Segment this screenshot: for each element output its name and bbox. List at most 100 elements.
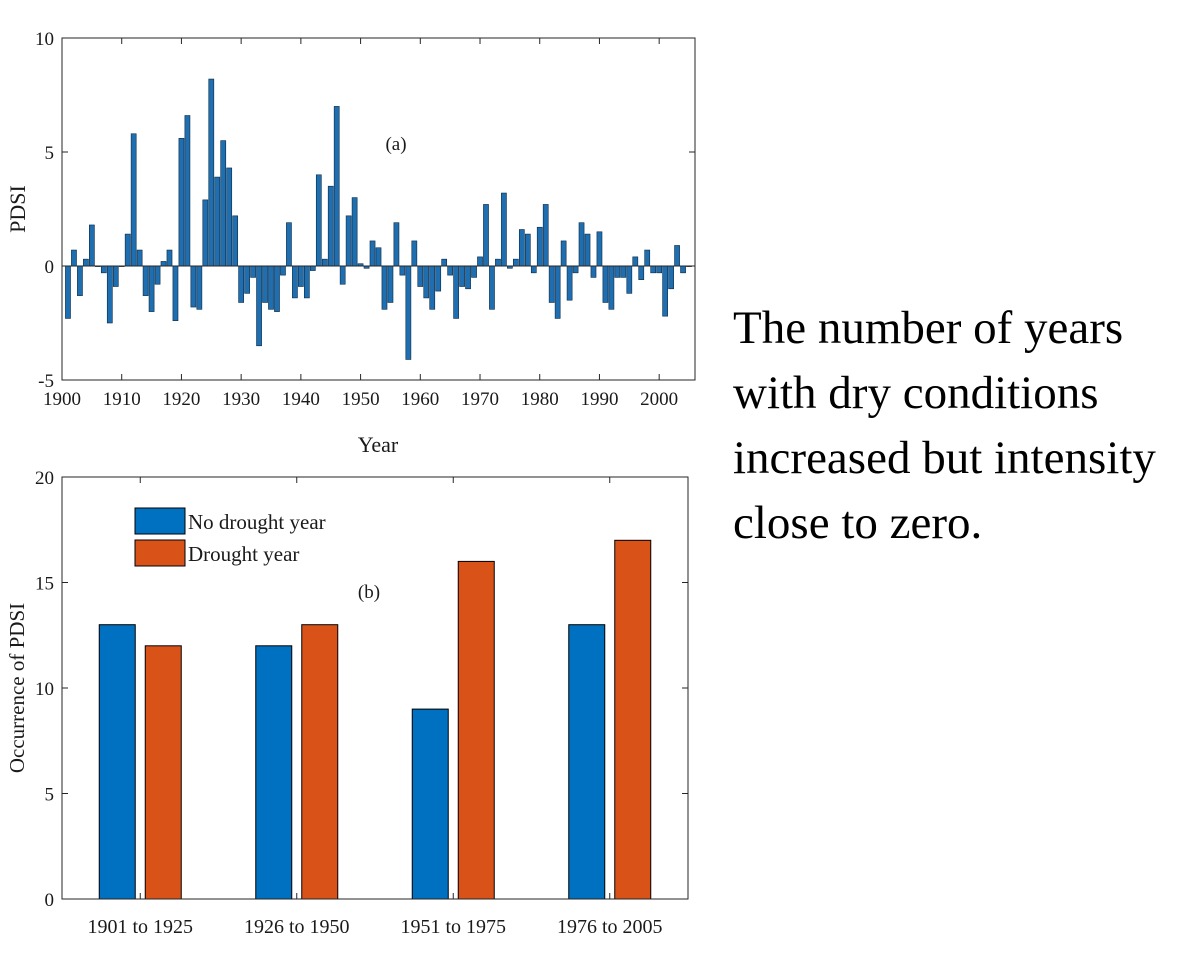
occurrence-bar-no-drought-1 xyxy=(98,624,136,900)
pdsi-x-tick-label-1930: 1930 xyxy=(222,389,260,410)
pdsi-x-tick-label-1980: 1980 xyxy=(521,389,559,410)
legend-label-drought: Drought year xyxy=(188,542,299,566)
pdsi-bar-1946 xyxy=(333,106,340,267)
pdsi-bar-1993 xyxy=(614,265,621,278)
pdsi-bar-1990 xyxy=(596,231,603,267)
pdsi-bar-1984 xyxy=(560,240,567,267)
legend-label-no-drought: No drought year xyxy=(188,510,326,534)
pdsi-bar-1902 xyxy=(71,249,77,267)
pdsi-bar-1992 xyxy=(608,265,615,310)
pdsi-bar-1970 xyxy=(477,256,483,267)
pdsi-bar-1926 xyxy=(214,176,221,267)
occurrence-x-tick-label-3: 1951 to 1975 xyxy=(400,916,506,938)
pdsi-bar-1972 xyxy=(489,265,495,310)
pdsi-bar-1942 xyxy=(309,265,316,271)
occurrence-bar-drought-4 xyxy=(614,539,652,900)
pdsi-bar-1982 xyxy=(548,265,555,303)
pdsi-bar-1987 xyxy=(578,222,585,267)
pdsi-bar-1922 xyxy=(190,265,197,308)
pdsi-bar-1986 xyxy=(572,265,579,274)
pdsi-y-tick-label-5: 5 xyxy=(45,143,55,164)
pdsi-x-tick-label-1990: 1990 xyxy=(580,389,618,410)
pdsi-bar-1974 xyxy=(501,192,507,267)
pdsi-bar-1944 xyxy=(321,258,328,267)
pdsi-bar-1932 xyxy=(250,265,256,278)
pdsi-bar-1923 xyxy=(196,265,203,310)
pdsi-bar-1935 xyxy=(268,265,274,310)
panel-a-label: (a) xyxy=(385,134,406,155)
legend-swatch-no-drought xyxy=(134,507,186,535)
pdsi-bar-1978 xyxy=(524,233,531,267)
pdsi-bar-1914 xyxy=(142,265,149,296)
pdsi-bar-2003 xyxy=(674,245,680,267)
pdsi-bar-2004 xyxy=(680,265,686,274)
legend-swatch-drought xyxy=(134,539,186,567)
pdsi-bar-1989 xyxy=(590,265,597,278)
pdsi-bar-1930 xyxy=(238,265,244,303)
pdsi-bar-1921 xyxy=(184,115,191,267)
pdsi-bar-1903 xyxy=(77,265,83,296)
pdsi-bar-1920 xyxy=(178,138,185,267)
pdsi-bar-1994 xyxy=(620,265,627,278)
pdsi-bar-1983 xyxy=(554,265,561,319)
pdsi-bar-1988 xyxy=(584,233,591,267)
pdsi-bar-1960 xyxy=(417,265,424,287)
pdsi-bar-1985 xyxy=(566,265,573,301)
pdsi-x-tick-label-1900: 1900 xyxy=(43,389,81,410)
pdsi-bar-1908 xyxy=(106,265,113,324)
pdsi-bar-1913 xyxy=(136,249,143,267)
pdsi-x-axis-label: Year xyxy=(358,432,399,457)
pdsi-bar-1915 xyxy=(148,265,155,312)
occurrence-axes-group: 1901 to 1925 1926 to 1950 1951 to 1975 1976… xyxy=(35,468,688,938)
pdsi-bar-1958 xyxy=(405,265,412,360)
pdsi-bar-1991 xyxy=(602,265,609,303)
pdsi-bar-1971 xyxy=(483,204,489,267)
pdsi-bar-1924 xyxy=(202,199,209,267)
occurrence-bar-drought-2 xyxy=(301,624,339,900)
occurrence-bar-drought-1 xyxy=(144,645,182,900)
pdsi-bar-1945 xyxy=(327,185,334,267)
occurrence-y-axis-label: Occurrence of PDSI xyxy=(5,603,29,773)
pdsi-bar-1934 xyxy=(262,265,268,303)
pdsi-bar-1981 xyxy=(542,204,549,267)
pdsi-bar-1912 xyxy=(130,133,137,267)
pdsi-bar-1936 xyxy=(274,265,280,312)
pdsi-bar-1918 xyxy=(166,249,173,267)
annotation-text: The number of years with dry conditions … xyxy=(733,302,1156,549)
pdsi-x-tick-label-1960: 1960 xyxy=(401,389,439,410)
pdsi-x-tick-label-1940: 1940 xyxy=(282,389,320,410)
pdsi-bar-1916 xyxy=(154,265,161,285)
pdsi-bars-group xyxy=(65,78,692,360)
occurrence-bar-no-drought-4 xyxy=(568,624,606,900)
panel-b-label: (b) xyxy=(358,582,380,603)
pdsi-bar-1937 xyxy=(280,265,286,276)
pdsi-bar-1977 xyxy=(518,229,525,267)
pdsi-bar-1953 xyxy=(375,247,382,267)
pdsi-bar-1933 xyxy=(256,265,262,347)
pdsi-bar-1969 xyxy=(471,265,477,278)
legend: No drought year Drought year xyxy=(134,507,326,567)
pdsi-bar-1901 xyxy=(65,265,71,319)
pdsi-bar-1943 xyxy=(315,174,322,267)
occurrence-x-tick-label-4: 1976 to 2005 xyxy=(557,916,663,938)
pdsi-bar-1964 xyxy=(441,258,448,267)
pdsi-bar-1997 xyxy=(638,265,645,280)
pdsi-bar-1967 xyxy=(459,265,465,287)
pdsi-x-tick-label-1920: 1920 xyxy=(162,389,200,410)
pdsi-y-tick-label--5: -5 xyxy=(38,371,54,392)
pdsi-bar-1976 xyxy=(513,258,519,267)
pdsi-bar-1928 xyxy=(226,167,233,267)
pdsi-bar-2001 xyxy=(662,265,668,317)
pdsi-bar-1959 xyxy=(411,240,418,267)
pdsi-bar-1939 xyxy=(292,265,298,299)
pdsi-bar-1927 xyxy=(220,140,227,267)
occurrence-bar-drought-3 xyxy=(457,560,495,900)
pdsi-bar-1931 xyxy=(244,265,250,294)
pdsi-bar-1999 xyxy=(650,265,657,274)
pdsi-bar-1966 xyxy=(453,265,459,319)
pdsi-bar-1980 xyxy=(536,226,543,267)
pdsi-axes-group: 1900 1910 1920 1930 1940 1950 1960 1970 1980 1990… xyxy=(35,29,695,410)
pdsi-bar-1954 xyxy=(381,265,388,310)
pdsi-bar-1955 xyxy=(387,265,394,303)
pdsi-bar-1961 xyxy=(423,265,430,299)
